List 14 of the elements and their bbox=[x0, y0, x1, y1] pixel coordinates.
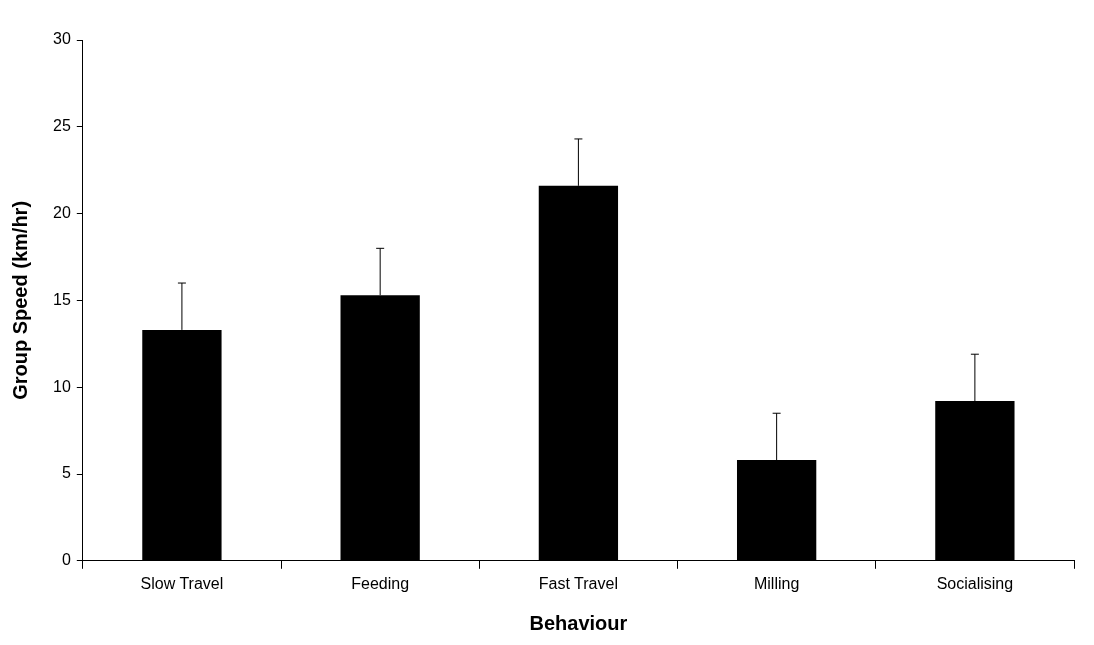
x-axis-title: Behaviour bbox=[529, 611, 628, 634]
y-tick-label: 20 bbox=[53, 204, 71, 222]
x-tick-label: Fast Travel bbox=[538, 574, 618, 592]
y-tick-label: 5 bbox=[61, 464, 71, 482]
y-tick-label: 0 bbox=[61, 551, 71, 569]
y-tick-label: 10 bbox=[53, 377, 71, 395]
y-tick-label: 15 bbox=[53, 290, 71, 308]
y-tick-label: 25 bbox=[53, 117, 71, 135]
y-axis-title: Group Speed (km/hr) bbox=[8, 200, 31, 400]
y-tick-label: 30 bbox=[53, 30, 71, 48]
x-tick-label: Milling bbox=[753, 574, 800, 592]
x-tick-label: Socialising bbox=[936, 574, 1014, 592]
x-tick-label: Feeding bbox=[351, 574, 410, 592]
x-tick-label: Slow Travel bbox=[140, 574, 224, 592]
